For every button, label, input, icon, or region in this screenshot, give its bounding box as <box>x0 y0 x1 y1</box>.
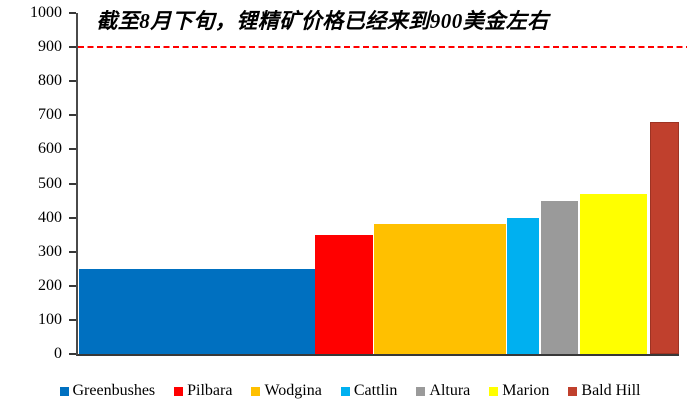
legend-swatch-icon <box>174 386 184 396</box>
legend-item-wodgina: Wodgina <box>251 382 322 400</box>
bar-cattlin <box>507 218 539 354</box>
y-axis-tick <box>69 80 76 83</box>
legend-item-altura: Altura <box>416 382 470 400</box>
legend-swatch-icon <box>251 386 261 396</box>
bar-greenbushes <box>79 269 315 354</box>
y-axis-tick <box>69 46 76 49</box>
y-axis-label: 1000 <box>30 4 62 21</box>
legend-swatch-icon <box>416 386 426 396</box>
legend-item-cattlin: Cattlin <box>340 382 398 400</box>
legend-label: Altura <box>429 382 471 399</box>
y-axis-tick <box>69 318 76 321</box>
legend-label: Wodgina <box>264 382 322 399</box>
y-axis-tick <box>69 353 76 355</box>
chart-title: 截至8月下旬，锂精矿价格已经来到900美金左右 <box>96 9 549 33</box>
legend-item-pilbara: Pilbara <box>174 382 232 400</box>
y-axis-label: 800 <box>38 72 62 90</box>
legend-swatch-icon <box>568 386 578 396</box>
y-axis-tick <box>69 114 76 117</box>
legend-label: Pilbara <box>187 382 233 399</box>
legend-label: Marion <box>502 382 550 399</box>
legend-swatch-icon <box>340 386 350 396</box>
y-axis-label: 500 <box>38 174 62 192</box>
bar-altura <box>541 201 578 354</box>
legend-item-bald-hill: Bald Hill <box>568 382 641 400</box>
legend-label: Greenbushes <box>72 382 156 399</box>
y-axis-label: 700 <box>38 106 62 124</box>
y-axis-label: 200 <box>38 276 62 294</box>
bar-marion <box>580 194 647 354</box>
y-axis-label: 900 <box>38 38 62 56</box>
y-axis-label: 100 <box>38 310 62 328</box>
bar-bald-hill <box>650 122 679 354</box>
legend: Greenbushes Pilbara Wodgina Cattlin Altura Ma… <box>0 379 700 403</box>
bar-pilbara <box>315 235 373 354</box>
y-axis-label: 600 <box>38 140 62 158</box>
y-axis-tick <box>69 182 76 185</box>
y-axis-label: 400 <box>38 208 62 226</box>
legend-swatch-icon <box>59 386 69 396</box>
legend-swatch-icon <box>489 386 499 396</box>
y-axis-tick <box>69 284 76 287</box>
y-axis-tick <box>69 250 76 253</box>
legend-label: Bald Hill <box>581 382 641 399</box>
legend-label: Cattlin <box>353 382 398 399</box>
y-axis-label: 0 <box>54 345 62 362</box>
y-axis-label: 300 <box>38 242 62 260</box>
legend-item-greenbushes: Greenbushes <box>59 382 156 400</box>
y-axis-tick <box>69 148 76 151</box>
legend-item-marion: Marion <box>489 382 549 400</box>
y-axis-tick <box>69 12 76 14</box>
y-axis-tick <box>69 216 76 219</box>
y-axis-labels: 1000 900 800 700 600 500 400 300 200 100 0 <box>0 4 62 362</box>
reference-line-900 <box>78 46 687 48</box>
plot-area <box>69 12 687 356</box>
bar-wodgina <box>374 224 506 354</box>
